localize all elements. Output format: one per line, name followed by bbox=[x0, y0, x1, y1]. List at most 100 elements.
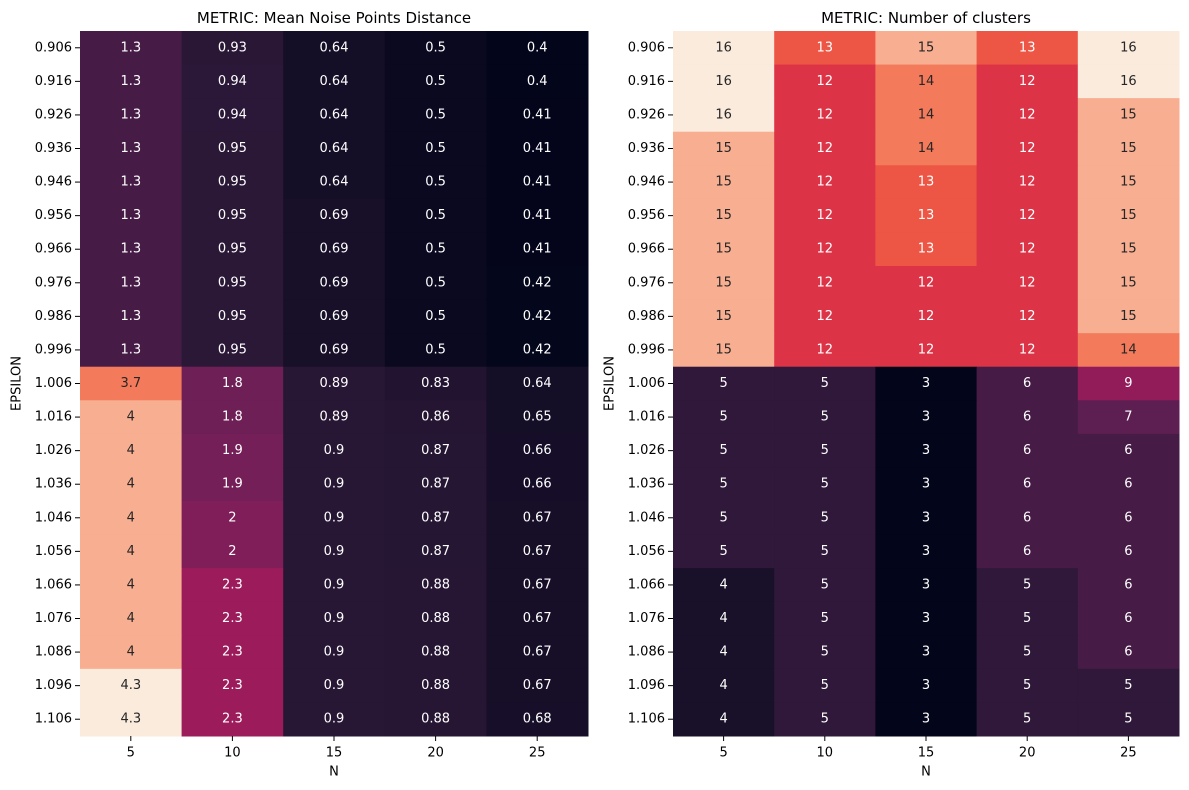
cell-value-label: 6 bbox=[1124, 611, 1132, 626]
cell-value-label: 4 bbox=[127, 443, 135, 458]
x-tick-label: 20 bbox=[1019, 746, 1036, 761]
heatmap-cell bbox=[1077, 601, 1180, 636]
cell-value-label: 1.3 bbox=[120, 175, 141, 190]
heatmap-cell bbox=[774, 501, 876, 536]
cell-value-label: 3 bbox=[922, 477, 930, 492]
cell-value-label: 0.5 bbox=[425, 275, 446, 290]
cell-value-label: 12 bbox=[1019, 275, 1036, 290]
heatmap-cell bbox=[384, 433, 487, 468]
y-tick-label: 1.016 bbox=[628, 410, 665, 425]
cell-value-label: 0.64 bbox=[320, 40, 349, 55]
y-tick-label: 0.976 bbox=[35, 275, 72, 290]
cell-value-label: 13 bbox=[918, 175, 935, 190]
heatmap-cell bbox=[976, 299, 1079, 334]
heatmap-cell bbox=[875, 366, 978, 401]
cell-value-label: 12 bbox=[918, 309, 935, 324]
heatmap-cell bbox=[1077, 31, 1180, 66]
cell-value-label: 5 bbox=[821, 712, 829, 727]
heatmap-cell bbox=[283, 467, 386, 502]
heatmap-cell bbox=[976, 400, 1079, 435]
cell-value-label: 3 bbox=[922, 645, 930, 660]
heatmap-cell bbox=[976, 467, 1079, 502]
cell-value-label: 1.9 bbox=[222, 477, 243, 492]
cell-value-label: 0.9 bbox=[324, 712, 345, 727]
heatmap-cell bbox=[283, 433, 386, 468]
cell-value-label: 5 bbox=[719, 510, 727, 525]
cell-value-label: 4.3 bbox=[120, 678, 141, 693]
cell-value-label: 12 bbox=[1019, 242, 1036, 257]
heatmap-cell bbox=[181, 601, 284, 636]
heatmap-cell bbox=[673, 635, 775, 670]
cell-value-label: 0.95 bbox=[218, 242, 247, 257]
y-tick-label: 1.066 bbox=[35, 577, 72, 592]
cell-value-label: 15 bbox=[1120, 141, 1137, 156]
heatmap-cell bbox=[181, 266, 284, 301]
cell-value-label: 4 bbox=[719, 645, 727, 660]
heatmap-cell bbox=[384, 467, 487, 502]
cell-value-label: 5 bbox=[821, 376, 829, 391]
cell-value-label: 15 bbox=[1120, 275, 1137, 290]
cell-value-label: 0.9 bbox=[324, 544, 345, 559]
cell-value-label: 15 bbox=[715, 242, 732, 257]
heatmap-cell bbox=[976, 165, 1079, 200]
heatmap-cell bbox=[181, 198, 284, 233]
cell-value-label: 0.5 bbox=[425, 208, 446, 223]
cell-value-label: 2 bbox=[228, 544, 236, 559]
heatmap-cell bbox=[486, 165, 589, 200]
cell-value-label: 0.69 bbox=[320, 242, 349, 257]
heatmap-cell bbox=[384, 400, 487, 435]
y-tick-label: 0.986 bbox=[35, 309, 72, 324]
heatmap-cell bbox=[283, 668, 386, 703]
y-tick-label: 0.986 bbox=[628, 309, 665, 324]
y-tick-label: 1.086 bbox=[628, 645, 665, 660]
heatmap-cell bbox=[80, 266, 183, 301]
y-tick-label: 1.046 bbox=[35, 510, 72, 525]
heatmap-cell bbox=[384, 98, 487, 133]
heatmap-cell bbox=[976, 198, 1079, 233]
cell-value-label: 0.87 bbox=[421, 510, 450, 525]
heatmap-cell bbox=[181, 131, 284, 166]
cell-value-label: 14 bbox=[918, 107, 935, 122]
heatmap-cell bbox=[1077, 366, 1180, 401]
heatmap-cell bbox=[875, 400, 978, 435]
cell-value-label: 5 bbox=[821, 510, 829, 525]
y-tick-label: 0.926 bbox=[628, 107, 665, 122]
cell-value-label: 0.5 bbox=[425, 309, 446, 324]
cell-value-label: 12 bbox=[1019, 309, 1036, 324]
cell-value-label: 6 bbox=[1023, 477, 1031, 492]
y-tick-label: 0.936 bbox=[35, 141, 72, 156]
heatmap-cell bbox=[384, 534, 487, 569]
cell-value-label: 0.5 bbox=[425, 342, 446, 357]
cell-value-label: 6 bbox=[1124, 577, 1132, 592]
cell-value-label: 5 bbox=[821, 443, 829, 458]
y-tick-label: 1.046 bbox=[628, 510, 665, 525]
heatmap-cell bbox=[486, 702, 589, 737]
cell-value-label: 0.41 bbox=[523, 175, 552, 190]
cell-value-label: 5 bbox=[719, 410, 727, 425]
cell-value-label: 0.42 bbox=[523, 309, 552, 324]
cell-value-label: 0.88 bbox=[421, 577, 450, 592]
cell-value-label: 0.89 bbox=[320, 410, 349, 425]
heatmap-cell bbox=[875, 635, 978, 670]
cell-value-label: 0.87 bbox=[421, 477, 450, 492]
cell-value-label: 0.89 bbox=[320, 376, 349, 391]
y-tick-label: 0.996 bbox=[35, 342, 72, 357]
cell-value-label: 12 bbox=[817, 141, 834, 156]
heatmap-cell bbox=[80, 400, 183, 435]
y-tick-label: 1.086 bbox=[35, 645, 72, 660]
heatmap-cell bbox=[774, 98, 876, 133]
heatmap-cell bbox=[1077, 501, 1180, 536]
cell-value-label: 13 bbox=[918, 208, 935, 223]
heatmap-cell bbox=[80, 98, 183, 133]
cell-value-label: 12 bbox=[1019, 141, 1036, 156]
cell-value-label: 15 bbox=[1120, 208, 1137, 223]
heatmap-cell bbox=[486, 31, 589, 66]
cell-value-label: 12 bbox=[1019, 208, 1036, 223]
heatmap-cell bbox=[774, 467, 876, 502]
cell-value-label: 12 bbox=[918, 342, 935, 357]
cell-value-label: 1.3 bbox=[120, 107, 141, 122]
cell-value-label: 0.86 bbox=[421, 410, 450, 425]
cell-value-label: 4 bbox=[127, 645, 135, 660]
heatmap-cell bbox=[486, 668, 589, 703]
cell-value-label: 3 bbox=[922, 577, 930, 592]
